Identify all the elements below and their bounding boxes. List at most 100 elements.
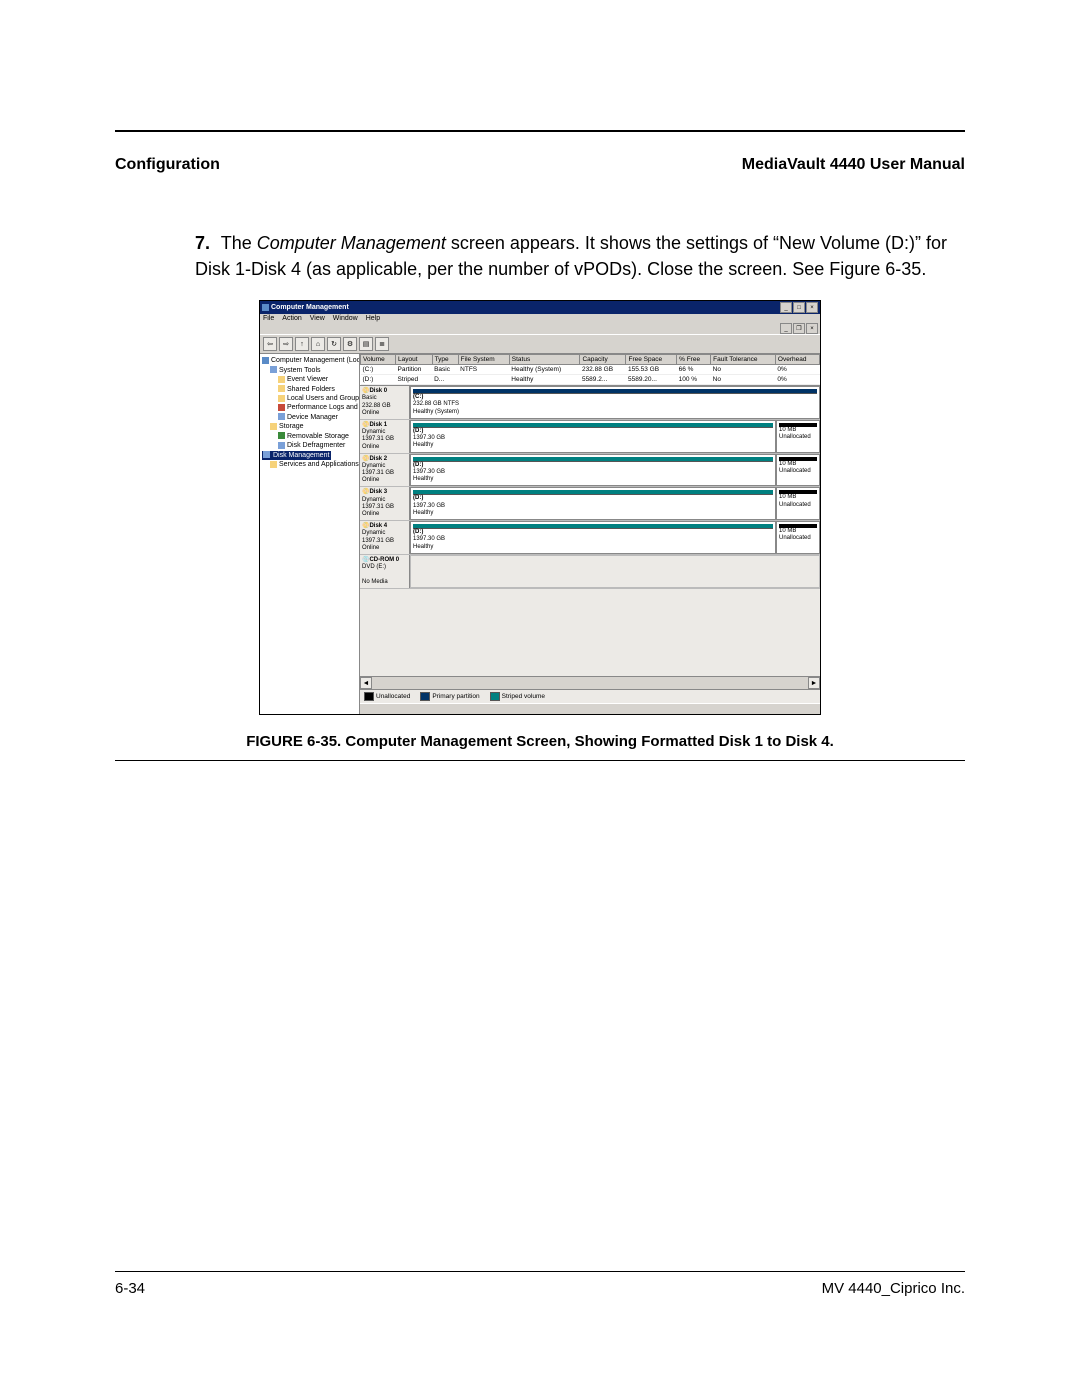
vol-cell: D...	[432, 375, 458, 385]
vol-cell: Striped	[396, 375, 433, 385]
vol-col[interactable]: Free Space	[626, 355, 677, 365]
partition[interactable]: (D:)1397.30 GBHealthy	[410, 521, 776, 554]
header-right: MediaVault 4440 User Manual	[742, 156, 965, 174]
disk-map[interactable]: 📀Disk 0Basic232.88 GBOnline(C:)232.88 GB…	[360, 386, 820, 676]
computer-management-window: Computer Management _ □ × File Action View…	[259, 300, 821, 715]
vol-cell: Basic	[432, 365, 458, 375]
tree-item[interactable]: Local Users and Groups	[262, 394, 357, 403]
tree-label: Performance Logs and Alerts	[287, 404, 360, 411]
toolbar-button-3[interactable]: ⌂	[311, 337, 325, 351]
unallocated[interactable]: 10 MBUnallocated	[776, 521, 820, 554]
menu-file[interactable]: File	[263, 315, 274, 322]
disk-info: 📀Disk 2Dynamic1397.31 GBOnline	[360, 454, 410, 487]
mdi-minimize-button[interactable]: _	[780, 323, 792, 334]
cdrom-info: 💿CD-ROM 0DVD (E:)No Media	[360, 555, 410, 588]
mdi-close-button[interactable]: ×	[806, 323, 818, 334]
cdrom-row[interactable]: 💿CD-ROM 0DVD (E:)No Media	[360, 555, 820, 589]
volume-list[interactable]: VolumeLayoutTypeFile SystemStatusCapacit…	[360, 354, 820, 386]
header-left: Configuration	[115, 156, 220, 174]
disk-info: 📀Disk 1Dynamic1397.31 GBOnline	[360, 420, 410, 453]
toolbar-button-2[interactable]: ↑	[295, 337, 309, 351]
tree-item[interactable]: Services and Applications	[262, 460, 357, 469]
nav-tree[interactable]: Computer Management (Local) System Tools…	[260, 354, 360, 714]
menu-help[interactable]: Help	[366, 315, 380, 322]
vol-col[interactable]: Fault Tolerance	[711, 355, 776, 365]
tree-item[interactable]: Event Viewer	[262, 375, 357, 384]
vol-cell	[458, 375, 509, 385]
tree-label: Disk Defragmenter	[287, 442, 345, 449]
step-text-italic: Computer Management	[257, 233, 446, 253]
menu-action[interactable]: Action	[282, 315, 301, 322]
tree-icon	[270, 461, 277, 468]
tree-item[interactable]: System Tools	[262, 366, 357, 375]
tree-item[interactable]: Storage	[262, 422, 357, 431]
window-title: Computer Management	[271, 304, 779, 311]
vol-col[interactable]: % Free	[677, 355, 711, 365]
menu-window[interactable]: Window	[333, 315, 358, 322]
vol-col[interactable]: Layout	[396, 355, 433, 365]
tree-item[interactable]: Disk Defragmenter	[262, 441, 357, 450]
disk-row[interactable]: 📀Disk 4Dynamic1397.31 GBOnline(D:)1397.3…	[360, 521, 820, 555]
tree-item[interactable]: Performance Logs and Alerts	[262, 403, 357, 412]
menu-view[interactable]: View	[310, 315, 325, 322]
tree-icon	[278, 404, 285, 411]
vol-cell: Healthy	[509, 375, 580, 385]
disk-row[interactable]: 📀Disk 0Basic232.88 GBOnline(C:)232.88 GB…	[360, 386, 820, 420]
tree-item[interactable]: Device Manager	[262, 413, 357, 422]
toolbar-button-1[interactable]: ⇨	[279, 337, 293, 351]
partition[interactable]: (C:)232.88 GB NTFSHealthy (System)	[410, 386, 820, 419]
vol-cell: 5589.2...	[580, 375, 626, 385]
tree-label: Disk Management	[272, 451, 330, 460]
mdi-restore-button[interactable]: ❐	[793, 323, 805, 334]
page-footer: 6-34 MV 4440_Ciprico Inc.	[115, 1271, 965, 1297]
toolbar-button-0[interactable]: ⇦	[263, 337, 277, 351]
vol-col[interactable]: File System	[458, 355, 509, 365]
tree-label: Services and Applications	[279, 461, 359, 468]
vol-cell: Healthy (System)	[509, 365, 580, 375]
unallocated[interactable]: 10 MBUnallocated	[776, 420, 820, 453]
partition[interactable]: (D:)1397.30 GBHealthy	[410, 487, 776, 520]
tree-icon	[278, 395, 285, 402]
disk-row[interactable]: 📀Disk 1Dynamic1397.31 GBOnline(D:)1397.3…	[360, 420, 820, 454]
tree-icon	[278, 442, 285, 449]
partition[interactable]: (D:)1397.30 GBHealthy	[410, 454, 776, 487]
tree-root[interactable]: Computer Management (Local)	[262, 356, 357, 365]
maximize-button[interactable]: □	[793, 302, 805, 313]
vol-cell: 100 %	[677, 375, 711, 385]
vol-col[interactable]: Capacity	[580, 355, 626, 365]
unallocated[interactable]: 10 MBUnallocated	[776, 454, 820, 487]
vol-col[interactable]: Type	[432, 355, 458, 365]
disk-row[interactable]: 📀Disk 2Dynamic1397.31 GBOnline(D:)1397.3…	[360, 454, 820, 488]
unallocated[interactable]: 10 MBUnallocated	[776, 487, 820, 520]
vol-row[interactable]: (C:)PartitionBasicNTFSHealthy (System)23…	[361, 365, 820, 375]
h-scrollbar[interactable]: ◄ ►	[360, 676, 820, 689]
toolbar-button-6[interactable]: ▤	[359, 337, 373, 351]
scroll-left-button[interactable]: ◄	[360, 677, 372, 689]
tree-item[interactable]: Removable Storage	[262, 432, 357, 441]
tree-item[interactable]: Disk Management	[262, 451, 331, 460]
disk-row[interactable]: 📀Disk 3Dynamic1397.31 GBOnline(D:)1397.3…	[360, 487, 820, 521]
partition[interactable]: (D:)1397.30 GBHealthy	[410, 420, 776, 453]
vol-cell: NTFS	[458, 365, 509, 375]
computer-icon	[262, 357, 269, 364]
minimize-button[interactable]: _	[780, 302, 792, 313]
toolbar-button-7[interactable]: ≣	[375, 337, 389, 351]
step-7: 7. The Computer Management screen appear…	[195, 230, 965, 282]
vol-row[interactable]: (D:)StripedD...Healthy5589.2...5589.20..…	[361, 375, 820, 385]
vol-cell: 155.53 GB	[626, 365, 677, 375]
figure-caption: FIGURE 6-35. Computer Management Screen,…	[115, 733, 965, 750]
tree-icon	[278, 413, 285, 420]
tree-item[interactable]: Shared Folders	[262, 385, 357, 394]
scroll-right-button[interactable]: ►	[808, 677, 820, 689]
toolbar-button-4[interactable]: ↻	[327, 337, 341, 351]
title-bar[interactable]: Computer Management _ □ ×	[260, 301, 820, 314]
close-button[interactable]: ×	[806, 302, 818, 313]
vol-cell: No	[711, 375, 776, 385]
vol-col[interactable]: Volume	[361, 355, 396, 365]
page-number: 6-34	[115, 1280, 145, 1297]
top-rule	[115, 130, 965, 132]
vol-col[interactable]: Status	[509, 355, 580, 365]
toolbar-button-5[interactable]: ⚙	[343, 337, 357, 351]
tree-icon	[278, 376, 285, 383]
vol-col[interactable]: Overhead	[775, 355, 819, 365]
